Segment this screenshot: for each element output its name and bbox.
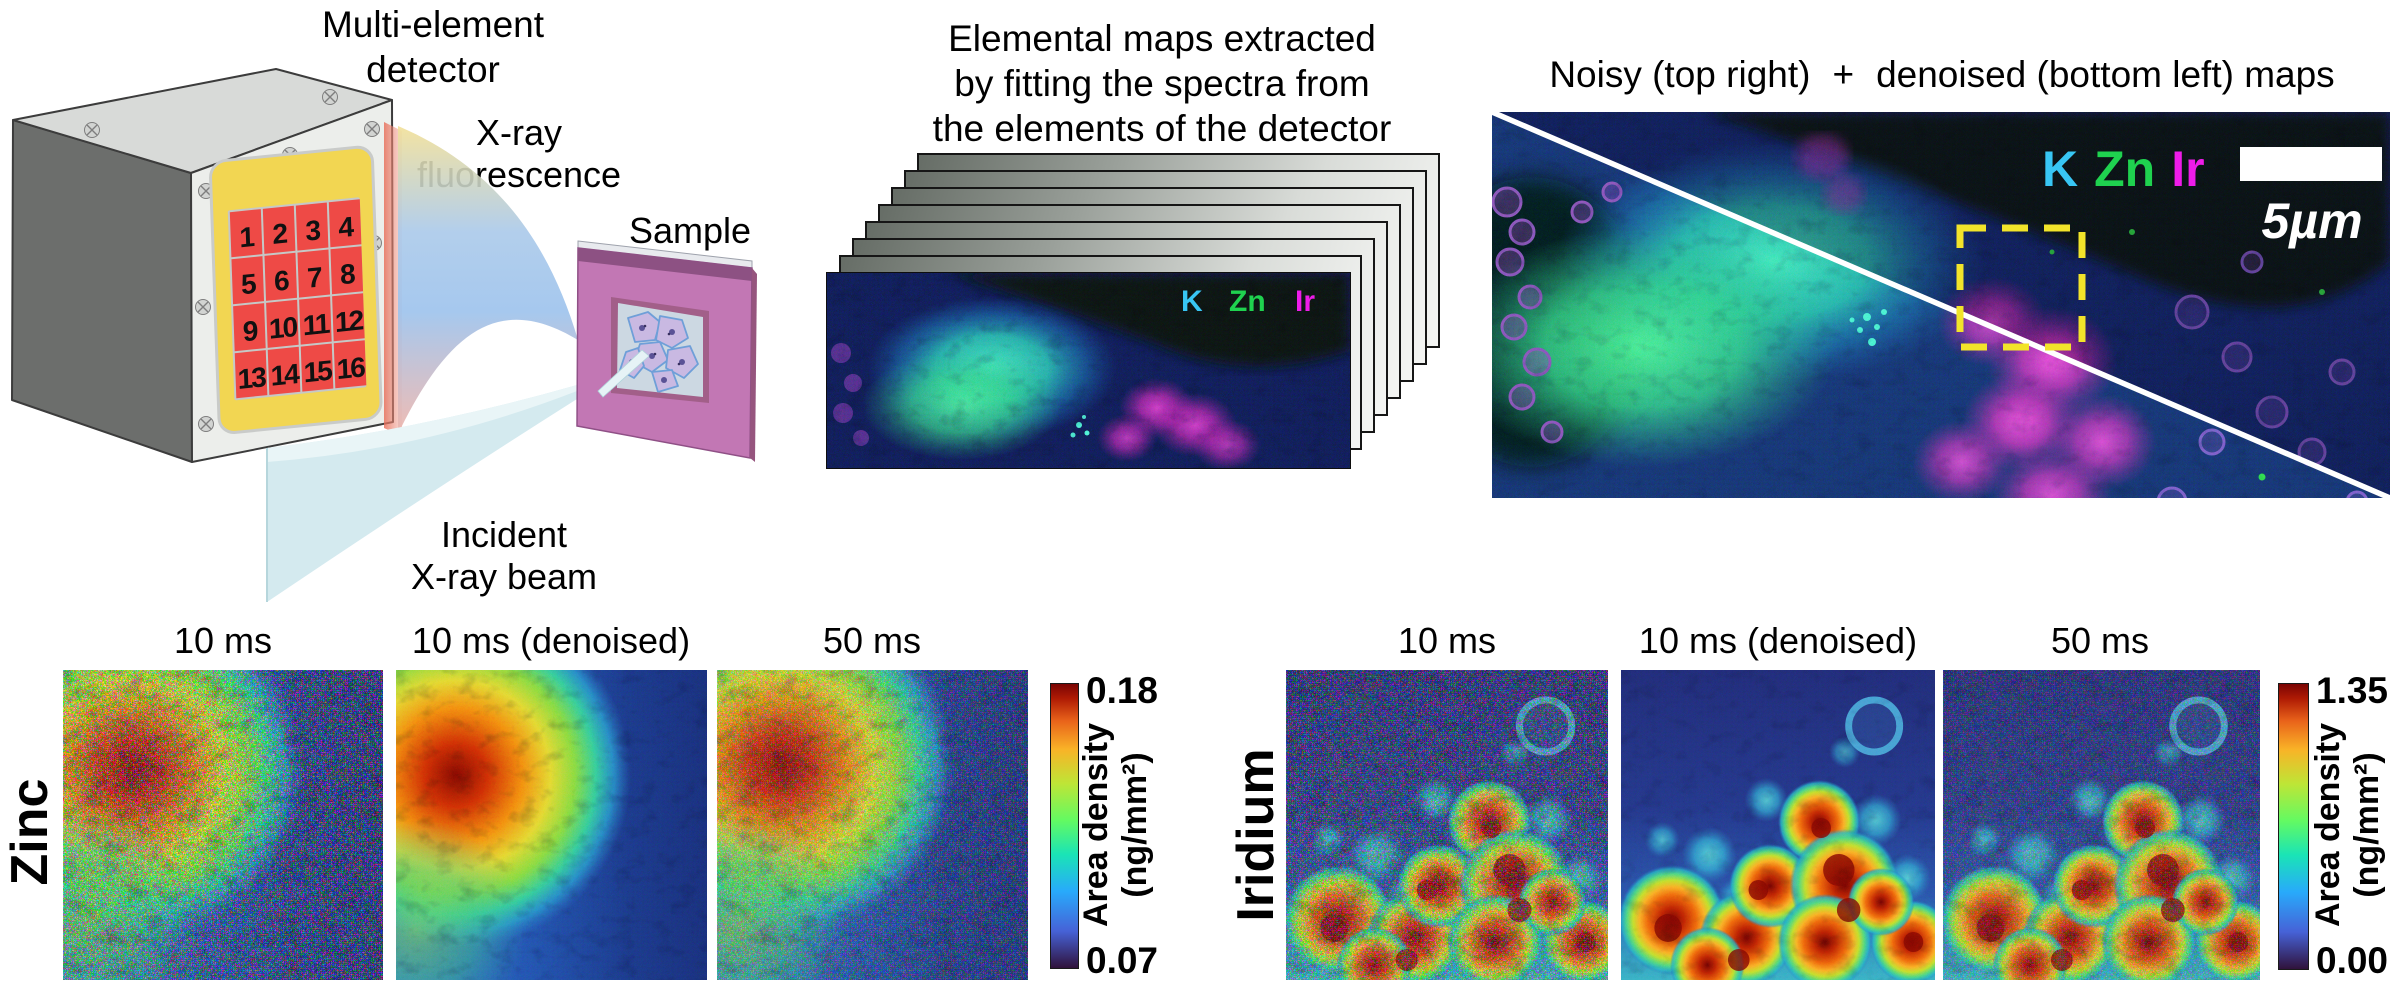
iridium-colorbar-label: Area density (ng/mm²) bbox=[2309, 722, 2386, 928]
zinc-panel-title-denoised: 10 ms (denoised) bbox=[411, 620, 691, 661]
overlay-title: Noisy (top right) + denoised (bottom left)… bbox=[1549, 54, 2335, 95]
svg-text:10: 10 bbox=[268, 311, 298, 345]
iridium-row-label: Iridium bbox=[1227, 748, 1285, 922]
detector-left-face bbox=[11, 119, 193, 463]
svg-text:16: 16 bbox=[336, 351, 366, 385]
zinc-panel-title-50ms: 50 ms bbox=[822, 620, 922, 661]
sample-holder bbox=[576, 240, 757, 462]
focused-beam-tip bbox=[597, 349, 650, 398]
svg-text:11: 11 bbox=[302, 308, 330, 342]
overlay-legend: K Zn Ir bbox=[2042, 140, 2221, 198]
scale-bar bbox=[2240, 147, 2382, 181]
legend-zn: Zn bbox=[1229, 285, 1266, 318]
svg-text:4: 4 bbox=[338, 211, 355, 244]
zinc-row-label: Zinc bbox=[1, 778, 59, 886]
zinc-map-10ms bbox=[63, 670, 383, 980]
legend-zn: Zn bbox=[2094, 141, 2156, 197]
incident-beam-label: Incident X-ray beam bbox=[410, 514, 598, 597]
legend-ir: Ir bbox=[2171, 141, 2205, 197]
detector-title-line2: detector bbox=[366, 49, 500, 90]
sample-label: Sample bbox=[628, 210, 752, 251]
detector-title: Multi-element detector bbox=[322, 2, 544, 92]
zinc-colorbar bbox=[1050, 683, 1079, 969]
zinc-colorbar-max: 0.18 bbox=[1086, 670, 1159, 711]
iridium-colorbar bbox=[2278, 683, 2309, 970]
svg-text:15: 15 bbox=[303, 355, 333, 389]
detector-grid-cells bbox=[229, 199, 367, 399]
legend-k: K bbox=[2042, 141, 2079, 197]
iridium-panel-title-10ms: 10 ms bbox=[1397, 620, 1497, 661]
legend-ir: Ir bbox=[1295, 285, 1315, 318]
xray-fluorescence-beam bbox=[384, 122, 578, 436]
incident-xray-beam bbox=[266, 385, 577, 602]
legend-k: K bbox=[1181, 285, 1203, 318]
svg-text:14: 14 bbox=[270, 358, 301, 392]
stack-title: Elemental maps extracted by fitting the … bbox=[932, 18, 1392, 149]
detector-title-line1: Multi-element bbox=[321, 4, 545, 45]
zinc-map-50ms bbox=[717, 670, 1028, 980]
diagonal-divider-line bbox=[1492, 112, 2390, 498]
zinc-map-10ms-denoised bbox=[396, 670, 707, 980]
iridium-colorbar-max: 1.35 bbox=[2316, 670, 2389, 711]
svg-text:2: 2 bbox=[272, 218, 288, 250]
svg-text:8: 8 bbox=[340, 258, 356, 290]
iridium-colorbar-min: 0.00 bbox=[2316, 940, 2389, 981]
svg-text:1: 1 bbox=[239, 221, 255, 253]
svg-text:7: 7 bbox=[307, 261, 323, 293]
stack-front-map: K Zn Ir bbox=[826, 272, 1351, 469]
roi-dashed-box bbox=[1956, 224, 2086, 351]
svg-text:5: 5 bbox=[241, 268, 257, 300]
stack-map-legend: K Zn Ir bbox=[1181, 285, 1315, 318]
iridium-map-50ms bbox=[1943, 670, 2260, 980]
svg-text:9: 9 bbox=[242, 315, 258, 347]
scale-bar-label: 5µm bbox=[2261, 193, 2363, 249]
svg-text:3: 3 bbox=[305, 214, 321, 246]
svg-text:13: 13 bbox=[237, 361, 267, 395]
zinc-colorbar-min: 0.07 bbox=[1086, 940, 1159, 981]
svg-text:12: 12 bbox=[334, 304, 364, 338]
zinc-colorbar-label: Area density (ng/mm²) bbox=[1077, 722, 1154, 928]
zinc-panel-title-10ms: 10 ms bbox=[173, 620, 273, 661]
iridium-map-10ms bbox=[1286, 670, 1608, 980]
svg-text:6: 6 bbox=[274, 265, 290, 297]
iridium-panel-title-denoised: 10 ms (denoised) bbox=[1638, 620, 1918, 661]
iridium-panel-title-50ms: 50 ms bbox=[2050, 620, 2150, 661]
iridium-map-10ms-denoised bbox=[1621, 670, 1935, 980]
